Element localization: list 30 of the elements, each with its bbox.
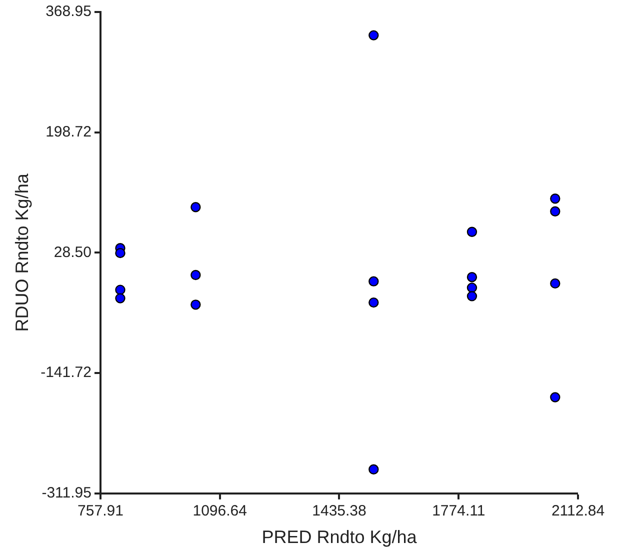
point [550,194,560,204]
y-tick-label: 198.72 [46,123,92,140]
point [550,278,560,289]
y-tick-label: 28.50 [54,244,92,261]
y-tick-label: 368.95 [46,3,92,20]
point [466,272,478,282]
point [115,248,126,258]
point [368,276,379,286]
y-tick-label: -311.95 [42,484,92,502]
x-tick-label: 1096.64 [192,502,247,520]
point [550,206,560,216]
point [466,291,478,302]
point [368,30,379,40]
x-tick-label: 2112.84 [551,502,605,520]
x-tick-label: 1435.38 [312,502,366,520]
point [550,392,560,402]
x-axis-title: PRED Rndto Kg/ha [262,527,418,548]
point [368,464,379,474]
point [115,293,126,304]
x-tick-label: 757.91 [78,502,124,520]
point [190,300,201,310]
point [466,282,478,293]
x-tick-label: 1774.11 [432,502,486,520]
point [190,202,201,212]
y-tick-label: -141.72 [40,364,92,382]
point [466,226,478,237]
point [190,270,201,280]
point [115,284,126,295]
point [368,297,379,308]
y-axis-title: RDUO Rndto Kg/ha [12,172,32,332]
